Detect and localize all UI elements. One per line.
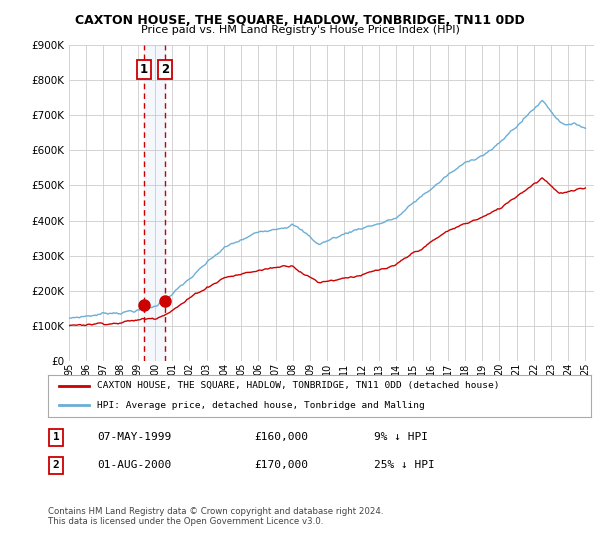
- Text: 2: 2: [53, 460, 59, 470]
- Text: CAXTON HOUSE, THE SQUARE, HADLOW, TONBRIDGE, TN11 0DD: CAXTON HOUSE, THE SQUARE, HADLOW, TONBRI…: [75, 14, 525, 27]
- Text: £160,000: £160,000: [254, 432, 308, 442]
- Text: HPI: Average price, detached house, Tonbridge and Malling: HPI: Average price, detached house, Tonb…: [97, 401, 425, 410]
- Text: 1: 1: [53, 432, 59, 442]
- Text: 07-MAY-1999: 07-MAY-1999: [97, 432, 171, 442]
- Text: 1: 1: [140, 63, 148, 76]
- Text: CAXTON HOUSE, THE SQUARE, HADLOW, TONBRIDGE, TN11 0DD (detached house): CAXTON HOUSE, THE SQUARE, HADLOW, TONBRI…: [97, 381, 499, 390]
- Text: Price paid vs. HM Land Registry's House Price Index (HPI): Price paid vs. HM Land Registry's House …: [140, 25, 460, 35]
- Text: 2: 2: [161, 63, 169, 76]
- Text: 9% ↓ HPI: 9% ↓ HPI: [374, 432, 428, 442]
- Text: £170,000: £170,000: [254, 460, 308, 470]
- Text: 25% ↓ HPI: 25% ↓ HPI: [374, 460, 434, 470]
- Text: Contains HM Land Registry data © Crown copyright and database right 2024.
This d: Contains HM Land Registry data © Crown c…: [48, 507, 383, 526]
- Text: 01-AUG-2000: 01-AUG-2000: [97, 460, 171, 470]
- Bar: [144, 45, 165, 361]
